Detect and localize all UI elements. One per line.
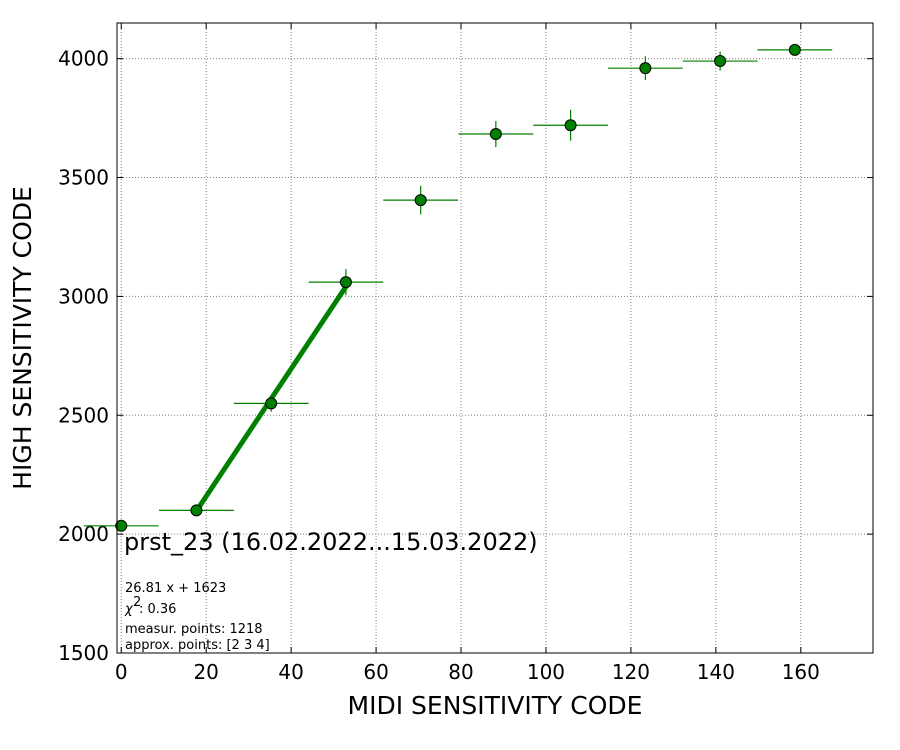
- x-tick-label: 0: [115, 660, 128, 684]
- chi2-superscript: 2: [133, 595, 141, 610]
- annotation-chi2: χ 2 : 0.36: [124, 595, 176, 617]
- annotation-fit-equation: 26.81 x + 1623: [125, 581, 226, 596]
- y-tick-label: 3500: [58, 166, 109, 190]
- x-tick-label: 160: [782, 660, 820, 684]
- x-axis-title: MIDI SENSITIVITY CODE: [348, 691, 643, 720]
- data-point: [265, 397, 278, 410]
- error-bar-layer: [83, 47, 833, 527]
- annotation-measur-points: measur. points: 1218: [125, 622, 263, 637]
- x-tick-label: 120: [612, 660, 650, 684]
- data-point: [339, 276, 352, 289]
- data-point: [489, 128, 502, 141]
- y-tick-label: 1500: [58, 641, 109, 665]
- annotation-main: prst_23 (16.02.2022...15.03.2022): [124, 528, 538, 556]
- point-layer: [115, 43, 801, 532]
- y-axis-title: HIGH SENSITIVITY CODE: [8, 186, 37, 490]
- plot-frame: [116, 22, 874, 654]
- x-tick-label: 40: [278, 660, 303, 684]
- y-tick-label: 4000: [58, 47, 109, 71]
- ticks-layer: 0 20 40 60 80 100 120 140 1601500200025003000350…: [58, 23, 873, 684]
- data-point: [639, 62, 652, 75]
- data-point: [115, 519, 128, 532]
- annotation-approx-points: approx. points: [2 3 4]: [125, 638, 270, 653]
- x-tick-label: 100: [527, 660, 565, 684]
- data-point: [564, 119, 577, 132]
- chi2-value: : 0.36: [139, 602, 176, 617]
- data-point: [190, 504, 203, 517]
- y-tick-label: 3000: [58, 284, 109, 308]
- grid-layer: [117, 23, 873, 654]
- x-tick-label: 20: [193, 660, 218, 684]
- x-tick-label: 60: [363, 660, 388, 684]
- data-point: [788, 43, 801, 56]
- x-tick-label: 80: [448, 660, 473, 684]
- x-tick-label: 140: [697, 660, 735, 684]
- data-point: [414, 194, 427, 207]
- data-point: [714, 55, 727, 68]
- chi2-symbol: χ: [124, 602, 134, 617]
- y-tick-label: 2500: [58, 403, 109, 427]
